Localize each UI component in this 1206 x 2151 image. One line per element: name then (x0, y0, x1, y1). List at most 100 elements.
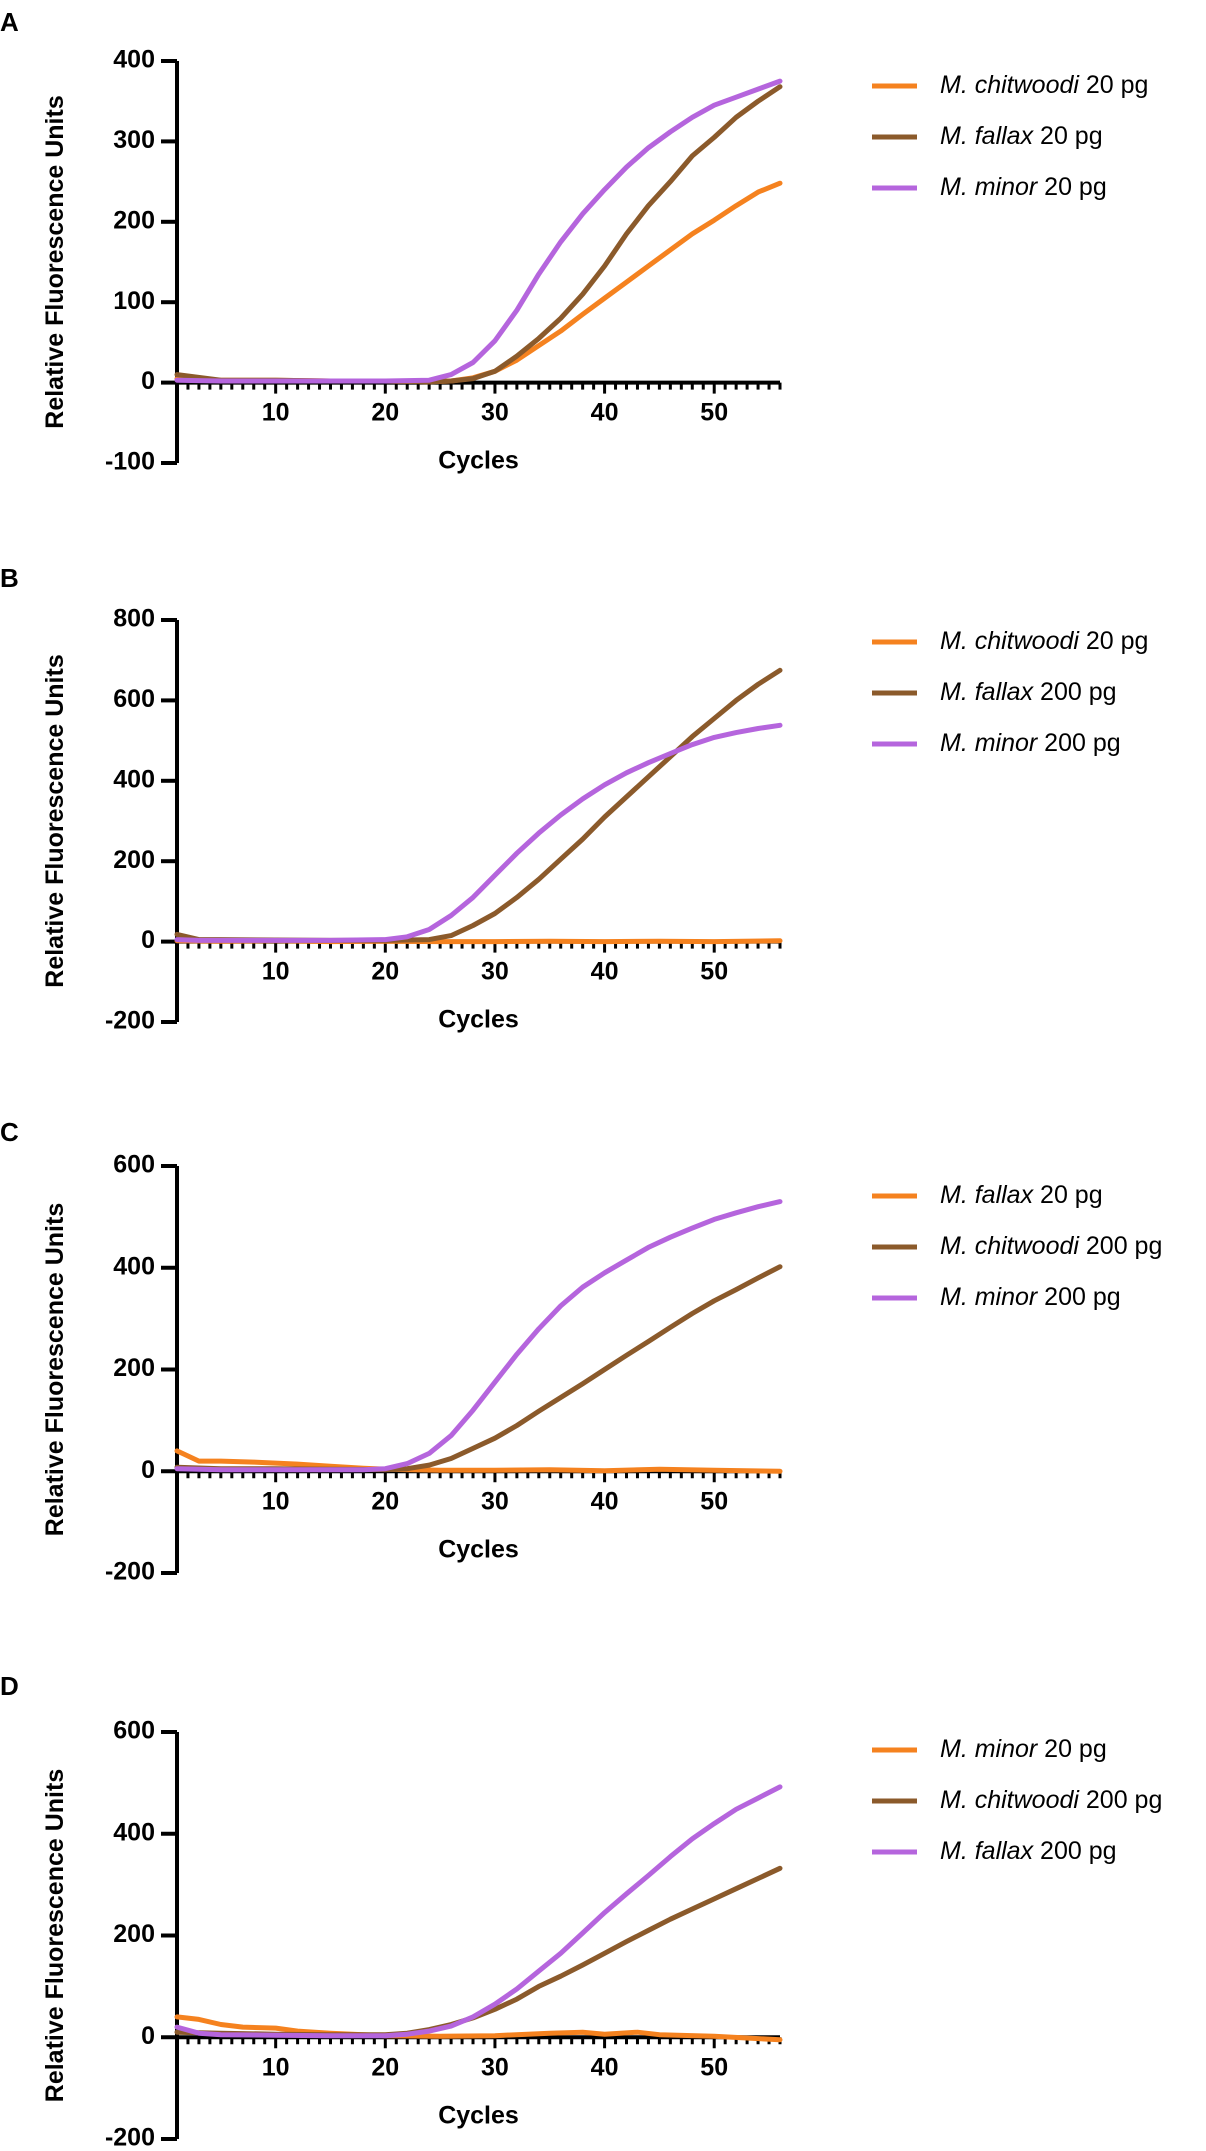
y-tick-label: 600 (113, 1151, 155, 1179)
legend-label-1: M. fallax 20 pg (940, 1181, 1103, 1209)
legend-label-3: M. minor 200 pg (940, 729, 1121, 757)
series-line-2 (174, 1865, 783, 2038)
x-tick-label: 30 (481, 2053, 509, 2081)
legend-species: M. minor (940, 1283, 1039, 1311)
panel-letter: A (0, 7, 19, 37)
chart-panel-a: A -100 0 100 200 300 400 Relative Fluorescence … (0, 7, 1148, 476)
series-line-1 (174, 180, 783, 385)
legend-label-3: M. minor 20 pg (940, 173, 1107, 201)
y-tick-label: 400 (113, 1252, 155, 1280)
x-axis-title: Cycles (438, 1535, 519, 1563)
legend-species: M. fallax (940, 1837, 1035, 1865)
legend-species: M. chitwoodi (940, 627, 1080, 655)
x-tick-label: 20 (371, 1487, 399, 1515)
x-axis-title: Cycles (438, 2101, 519, 2129)
legend-amount: 20 pg (1037, 1735, 1107, 1763)
y-axis-title: Relative Fluorescence Units (41, 1203, 69, 1536)
legend-amount: 200 pg (1079, 1232, 1162, 1260)
legend-amount: 200 pg (1037, 1283, 1120, 1311)
y-tick-label: 600 (113, 1717, 155, 1745)
y-axis-title: Relative Fluorescence Units (41, 654, 69, 987)
series-line-2 (174, 1264, 783, 1473)
y-tick-label: 400 (113, 765, 155, 793)
y-tick-label: 0 (141, 2022, 155, 2050)
legend-species: M. chitwoodi (940, 1786, 1080, 1814)
y-axis-title: Relative Fluorescence Units (41, 95, 69, 428)
x-tick-label: 20 (371, 2053, 399, 2081)
x-tick-label: 40 (591, 1487, 619, 1515)
series-line-3 (174, 1784, 783, 2039)
series-line-1 (174, 2014, 783, 2043)
legend-amount: 20 pg (1079, 627, 1149, 655)
legend-label-2: M. chitwoodi 200 pg (940, 1232, 1162, 1260)
legend-species: M. fallax (940, 678, 1035, 706)
y-tick-label: 300 (113, 126, 155, 154)
y-tick-label: 200 (113, 206, 155, 234)
x-tick-label: 10 (262, 2053, 290, 2081)
legend-species: M. fallax (940, 1181, 1035, 1209)
legend-amount: 200 pg (1037, 729, 1120, 757)
x-tick-label: 10 (262, 958, 290, 986)
x-tick-label: 30 (481, 1487, 509, 1515)
legend-label-2: M. chitwoodi 200 pg (940, 1786, 1162, 1814)
y-tick-label: 200 (113, 846, 155, 874)
legend-species: M. minor (940, 729, 1039, 757)
y-tick-label: 100 (113, 287, 155, 315)
y-tick-label: -200 (105, 1558, 155, 1586)
x-tick-label: 50 (700, 958, 728, 986)
legend-amount: 200 pg (1033, 678, 1116, 706)
legend-amount: 200 pg (1033, 1837, 1116, 1865)
y-tick-label: 200 (113, 1920, 155, 1948)
x-tick-label: 50 (700, 399, 728, 427)
panel-letter: D (0, 1671, 19, 1701)
legend-label-3: M. minor 200 pg (940, 1283, 1121, 1311)
legend-species: M. chitwoodi (940, 1232, 1080, 1260)
legend-label-2: M. fallax 20 pg (940, 122, 1103, 150)
legend-label-2: M. fallax 200 pg (940, 678, 1117, 706)
chart-panel-c: C -200 0 200 400 600 Relative Fluorescence Uni… (0, 1117, 1162, 1586)
legend-amount: 20 pg (1079, 71, 1149, 99)
legend-label-1: M. chitwoodi 20 pg (940, 71, 1148, 99)
series-line-3 (174, 78, 783, 384)
x-axis-title: Cycles (438, 1006, 519, 1034)
legend-species: M. minor (940, 1735, 1039, 1763)
y-tick-label: 0 (141, 367, 155, 395)
y-axis-title: Relative Fluorescence Units (41, 1769, 69, 2102)
chart-panel-b: B -200 0 200 400 600 800 Relative Fluorescence … (0, 563, 1148, 1035)
x-tick-label: 40 (591, 399, 619, 427)
y-tick-label: -200 (105, 1007, 155, 1035)
panel-letter: C (0, 1117, 19, 1147)
y-tick-label: 400 (113, 1818, 155, 1846)
legend-label-1: M. minor 20 pg (940, 1735, 1107, 1763)
y-tick-label: 0 (141, 926, 155, 954)
x-tick-label: 30 (481, 399, 509, 427)
chart-panel-d: D -200 0 200 400 600 Relative Fluorescence Uni… (0, 1671, 1162, 2151)
y-tick-label: 400 (113, 46, 155, 74)
series-line-2 (174, 667, 783, 943)
panel-letter: B (0, 563, 19, 593)
y-tick-label: 200 (113, 1354, 155, 1382)
y-tick-label: -200 (105, 2124, 155, 2151)
series-line-3 (174, 1199, 783, 1473)
y-tick-label: 600 (113, 685, 155, 713)
x-tick-label: 10 (262, 399, 290, 427)
legend-species: M. chitwoodi (940, 71, 1080, 99)
x-tick-label: 30 (481, 958, 509, 986)
x-tick-label: 40 (591, 2053, 619, 2081)
y-tick-label: 0 (141, 1456, 155, 1484)
legend-amount: 20 pg (1033, 1181, 1103, 1209)
x-tick-label: 10 (262, 1487, 290, 1515)
legend-species: M. minor (940, 173, 1039, 201)
x-tick-label: 40 (591, 958, 619, 986)
legend-amount: 200 pg (1079, 1786, 1162, 1814)
y-tick-label: 800 (113, 605, 155, 633)
x-tick-label: 50 (700, 1487, 728, 1515)
x-tick-label: 20 (371, 399, 399, 427)
y-tick-label: -100 (105, 448, 155, 476)
legend-amount: 20 pg (1033, 122, 1103, 150)
x-axis-title: Cycles (438, 447, 519, 475)
x-tick-label: 50 (700, 2053, 728, 2081)
legend-amount: 20 pg (1037, 173, 1107, 201)
legend-label-1: M. chitwoodi 20 pg (940, 627, 1148, 655)
